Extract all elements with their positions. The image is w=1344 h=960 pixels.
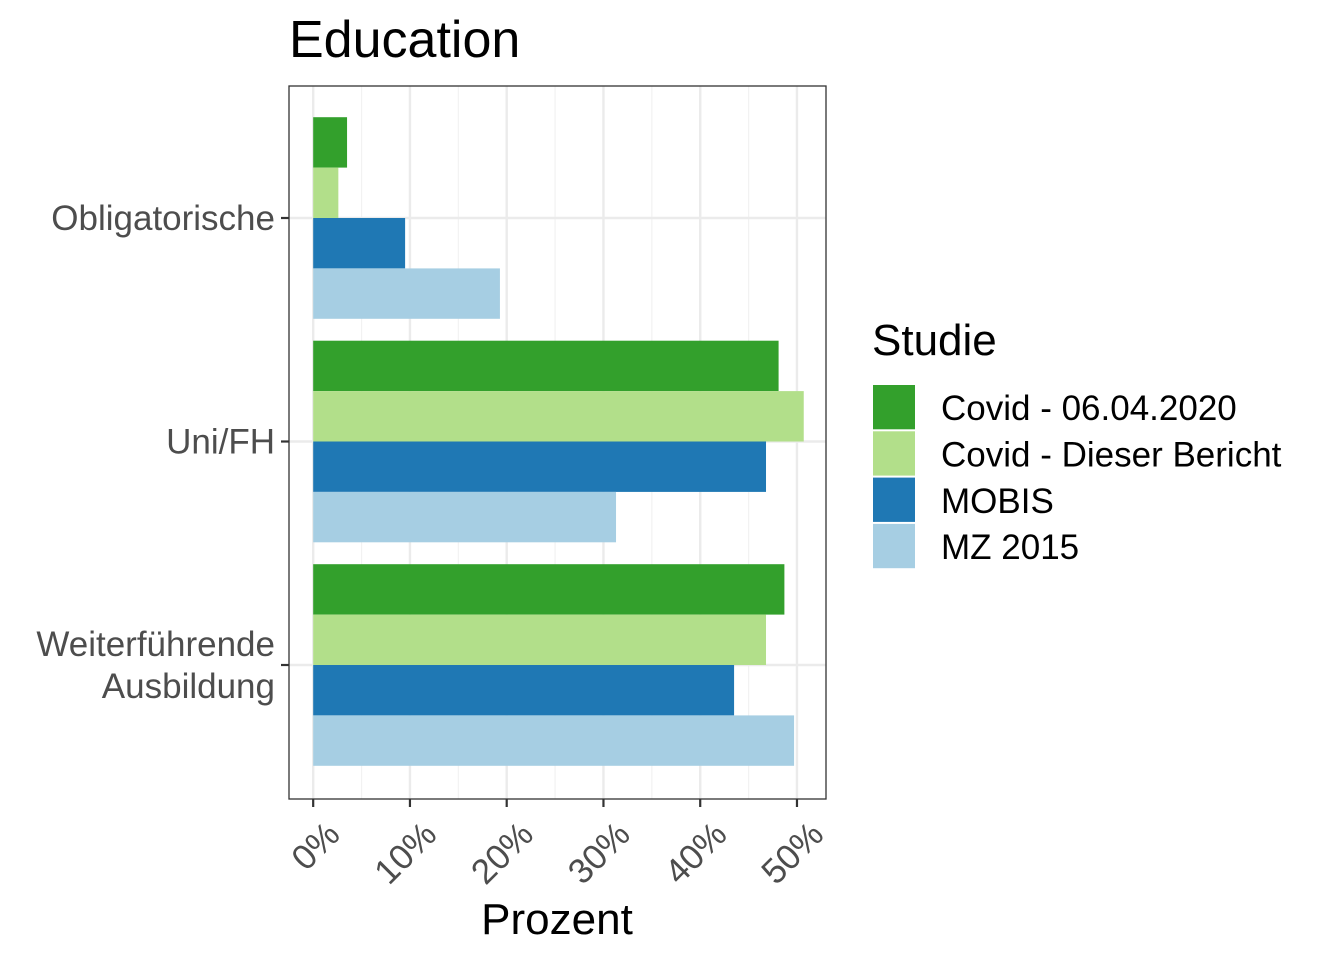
- category-label: Uni/FH: [166, 423, 275, 462]
- category-label: Obligatorische: [51, 199, 275, 238]
- bars: [313, 117, 804, 766]
- bar: [313, 391, 804, 442]
- bar: [313, 441, 767, 492]
- x-tick-label: 40%: [657, 815, 734, 892]
- chart-title: Education: [289, 11, 520, 69]
- bar: [313, 167, 339, 218]
- bar: [313, 491, 617, 543]
- legend-key: [873, 477, 915, 522]
- legend-key: [873, 385, 915, 430]
- x-tick-label: 50%: [754, 815, 831, 892]
- legend-label: MOBIS: [941, 482, 1054, 521]
- bar: [313, 614, 767, 665]
- legend-title: Studie: [872, 316, 997, 365]
- legend-label: MZ 2015: [941, 528, 1079, 567]
- legend-label: Covid - Dieser Bericht: [941, 435, 1282, 474]
- y-axis: Obligatorische Uni/FH Weiterführende Ausbil…: [36, 199, 289, 706]
- legend-label: Covid - 06.04.2020: [941, 389, 1237, 428]
- legend: Covid - 06.04.2020 Covid - Dieser Bericht…: [873, 385, 1282, 569]
- category-label: Weiterführende Ausbildung: [36, 625, 275, 706]
- bar: [313, 715, 795, 766]
- x-tick-label: 20%: [464, 815, 541, 892]
- x-axis: 0% 10% 20% 30% 40% 50%: [284, 799, 831, 892]
- x-tick-label: 30%: [561, 815, 638, 892]
- legend-key: [873, 431, 915, 476]
- bar: [313, 117, 348, 168]
- x-tick-label: 0%: [284, 815, 347, 878]
- bar: [313, 665, 735, 716]
- legend-key: [873, 523, 915, 569]
- bar: [313, 340, 779, 392]
- bar: [313, 218, 406, 269]
- x-tick-label: 10%: [367, 815, 444, 892]
- bar: [313, 564, 785, 615]
- x-axis-title: Prozent: [481, 895, 633, 944]
- bar: [313, 268, 500, 319]
